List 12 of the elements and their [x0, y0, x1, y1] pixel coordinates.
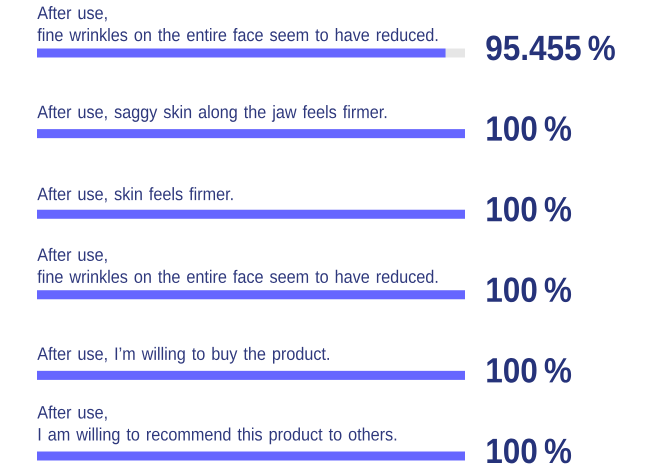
y-tick-label: After use, saggy skin along the jaw feels firmer.: [37, 105, 386, 122]
y-tick-label: After use, skin feels firmer.: [37, 187, 233, 202]
data-label: 100 %: [487, 358, 572, 383]
data-label: 100 %: [487, 438, 572, 464]
data-label: 100 %: [487, 196, 572, 222]
y-tick-label: After use, I’m willing to buy the product.: [37, 346, 329, 364]
y-tick-label: After use, fine wrinkles on the entire face seem to have reduced.: [37, 248, 438, 284]
data-label: 100 %: [487, 277, 572, 302]
data-label: 100 %: [487, 116, 572, 141]
y-tick-label: After use, I am willing to recommend this product to others.: [37, 405, 396, 444]
y-tick-label: After use, fine wrinkles on the entire face seem to have reduced.: [37, 6, 438, 42]
data-label: 95.455 %: [486, 36, 615, 60]
